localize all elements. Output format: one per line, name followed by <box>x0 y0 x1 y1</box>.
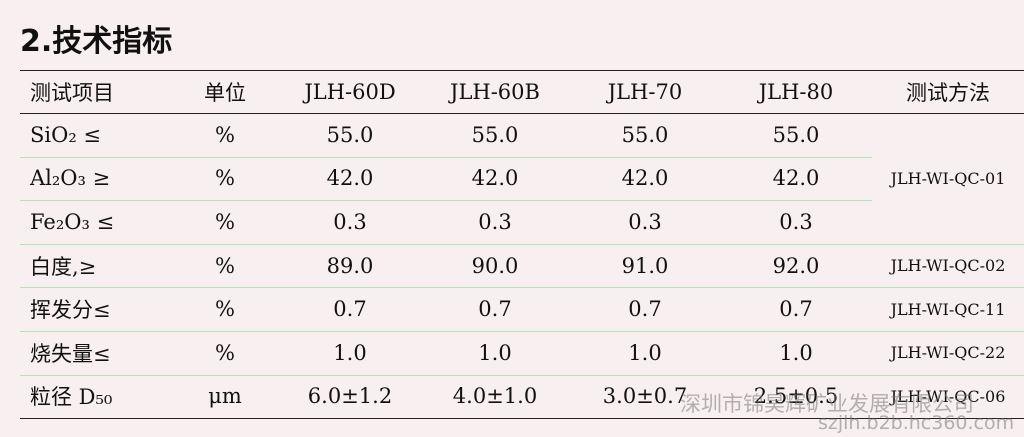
unit-cell: % <box>215 122 235 147</box>
unit-cell: % <box>215 166 235 191</box>
method-cell: JLH-WI-QC-06 <box>890 386 1006 406</box>
value-cell: 3.0±0.7 <box>602 384 688 409</box>
unit-cell: % <box>215 340 235 365</box>
method-cell: JLH-WI-QC-22 <box>890 343 1006 363</box>
rule-top <box>20 70 1024 71</box>
row-separator <box>20 331 1024 332</box>
value-cell: 42.0 <box>621 166 669 191</box>
value-cell: 90.0 <box>471 253 519 278</box>
row-separator <box>20 243 1024 245</box>
table: 测试项目 单位 JLH-60D JLH-60B JLH-70 JLH-80 测试方法 SiO₂… <box>20 70 1024 420</box>
watermark-url: szjlh.b2b.hc360.com <box>818 412 1015 434</box>
value-cell: 92.0 <box>772 253 820 278</box>
item-cell: 白度,≥ <box>30 254 97 279</box>
value-cell: 1.0 <box>478 340 512 365</box>
value-cell: 0.7 <box>478 297 512 322</box>
value-cell: 42.0 <box>471 166 519 191</box>
header-cell: 单位 <box>204 80 246 105</box>
value-cell: 1.0 <box>779 340 813 365</box>
value-cell: 42.0 <box>772 166 820 191</box>
header-cell: JLH-80 <box>758 79 834 104</box>
header-cell: 测试项目 <box>30 80 114 105</box>
row-separator <box>20 287 1024 289</box>
unit-cell: % <box>215 253 235 278</box>
value-cell: 91.0 <box>621 253 669 278</box>
rule-head <box>20 113 1024 114</box>
title: 2.技术指标 <box>20 24 173 59</box>
method-cell: JLH-WI-QC-01 <box>890 168 1006 188</box>
value-cell: 0.3 <box>333 209 367 234</box>
value-cell: 0.7 <box>779 297 813 322</box>
item-cell: 烧失量≤ <box>30 341 111 366</box>
row-separator <box>20 156 872 158</box>
value-cell: 55.0 <box>772 122 820 147</box>
method-cell: JLH-WI-QC-02 <box>890 256 1006 276</box>
row-separator <box>20 200 872 202</box>
value-cell: 55.0 <box>621 122 669 147</box>
item-cell: SiO₂ ≤ <box>30 122 102 147</box>
row-separator <box>20 374 1024 376</box>
header-cell: 测试方法 <box>906 80 990 105</box>
watermark-company: 深圳市锦昊辉矿业发展有限公司 <box>680 392 974 416</box>
value-cell: 1.0 <box>628 340 662 365</box>
item-cell: 挥发分≤ <box>30 298 111 323</box>
rule-bottom <box>20 418 1024 420</box>
value-cell: 2.5±0.5 <box>753 384 839 409</box>
value-cell: 55.0 <box>471 122 519 147</box>
item-cell: Al₂O₃ ≥ <box>30 166 111 191</box>
value-cell: 4.0±1.0 <box>452 384 538 409</box>
unit-cell: % <box>215 209 235 234</box>
value-cell: 0.3 <box>478 209 512 234</box>
header-cell: JLH-60D <box>304 79 396 104</box>
value-cell: 0.3 <box>628 209 662 234</box>
header-cell: JLH-60B <box>450 79 540 104</box>
unit-cell: μm <box>208 384 242 409</box>
unit-cell: % <box>215 297 235 322</box>
item-cell: 粒径 D₅₀ <box>30 385 113 410</box>
value-cell: 1.0 <box>333 340 367 365</box>
value-cell: 6.0±1.2 <box>307 384 393 409</box>
method-cell: JLH-WI-QC-11 <box>890 299 1006 319</box>
value-cell: 0.3 <box>779 209 813 234</box>
value-cell: 0.7 <box>628 297 662 322</box>
value-cell: 42.0 <box>326 166 374 191</box>
value-cell: 0.7 <box>333 297 367 322</box>
item-cell: Fe₂O₃ ≤ <box>30 209 115 234</box>
header-cell: JLH-70 <box>607 79 683 104</box>
value-cell: 55.0 <box>326 122 374 147</box>
value-cell: 89.0 <box>326 253 374 278</box>
